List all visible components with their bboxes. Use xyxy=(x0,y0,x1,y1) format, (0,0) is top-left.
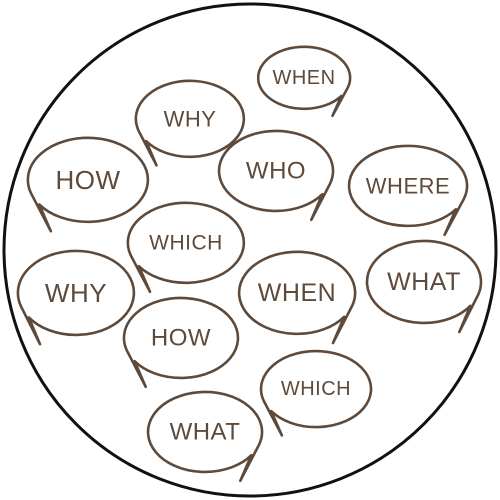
speech-bubble-word: WHICH xyxy=(281,378,351,400)
speech-bubble-outline xyxy=(237,250,357,345)
speech-bubble-outline xyxy=(126,201,246,294)
speech-bubble-word: WHEN xyxy=(258,279,336,307)
speech-bubble-word: WHEN xyxy=(272,67,335,89)
speech-bubble-word: WHY xyxy=(164,107,217,132)
speech-bubble: WHAT xyxy=(365,239,483,334)
speech-bubble-word: WHAT xyxy=(387,268,461,296)
speech-bubble: WHAT xyxy=(146,390,264,483)
speech-bubble: WHY xyxy=(134,79,246,167)
bubble-layer: WHEN WHY WHO HOW WHERE WHICH WHY WHEN WHAT HOW WHI… xyxy=(16,45,483,483)
speech-bubble-outline xyxy=(259,349,373,437)
speech-bubble-word: HOW xyxy=(151,325,211,352)
speech-bubble-outline xyxy=(146,390,264,483)
speech-bubble: HOW xyxy=(122,296,240,389)
speech-bubble-word: WHY xyxy=(45,278,107,308)
speech-bubble: WHY xyxy=(16,249,136,346)
speech-bubble-outline xyxy=(365,239,483,334)
speech-bubble-word: WHERE xyxy=(366,174,450,199)
speech-bubble-outline xyxy=(217,129,335,222)
speech-bubble-outline xyxy=(347,144,469,237)
speech-bubble: WHICH xyxy=(126,201,246,294)
speech-bubble: WHEN xyxy=(256,45,352,118)
speech-bubble-outline xyxy=(16,249,136,346)
speech-bubble: WHEN xyxy=(237,250,357,345)
speech-bubble-word: WHICH xyxy=(149,232,223,255)
speech-bubble: HOW xyxy=(26,136,150,233)
speech-bubble-word: WHO xyxy=(246,158,306,185)
speech-bubble: WHICH xyxy=(259,349,373,437)
speech-bubble-outline xyxy=(256,45,352,118)
speech-bubble-outline xyxy=(26,136,150,233)
speech-bubble-outline xyxy=(122,296,240,389)
speech-bubble-word: WHAT xyxy=(170,419,241,446)
speech-bubble: WHO xyxy=(217,129,335,222)
speech-bubble-outline xyxy=(134,79,246,167)
speech-bubble-word: HOW xyxy=(55,165,120,195)
speech-bubble: WHERE xyxy=(347,144,469,237)
